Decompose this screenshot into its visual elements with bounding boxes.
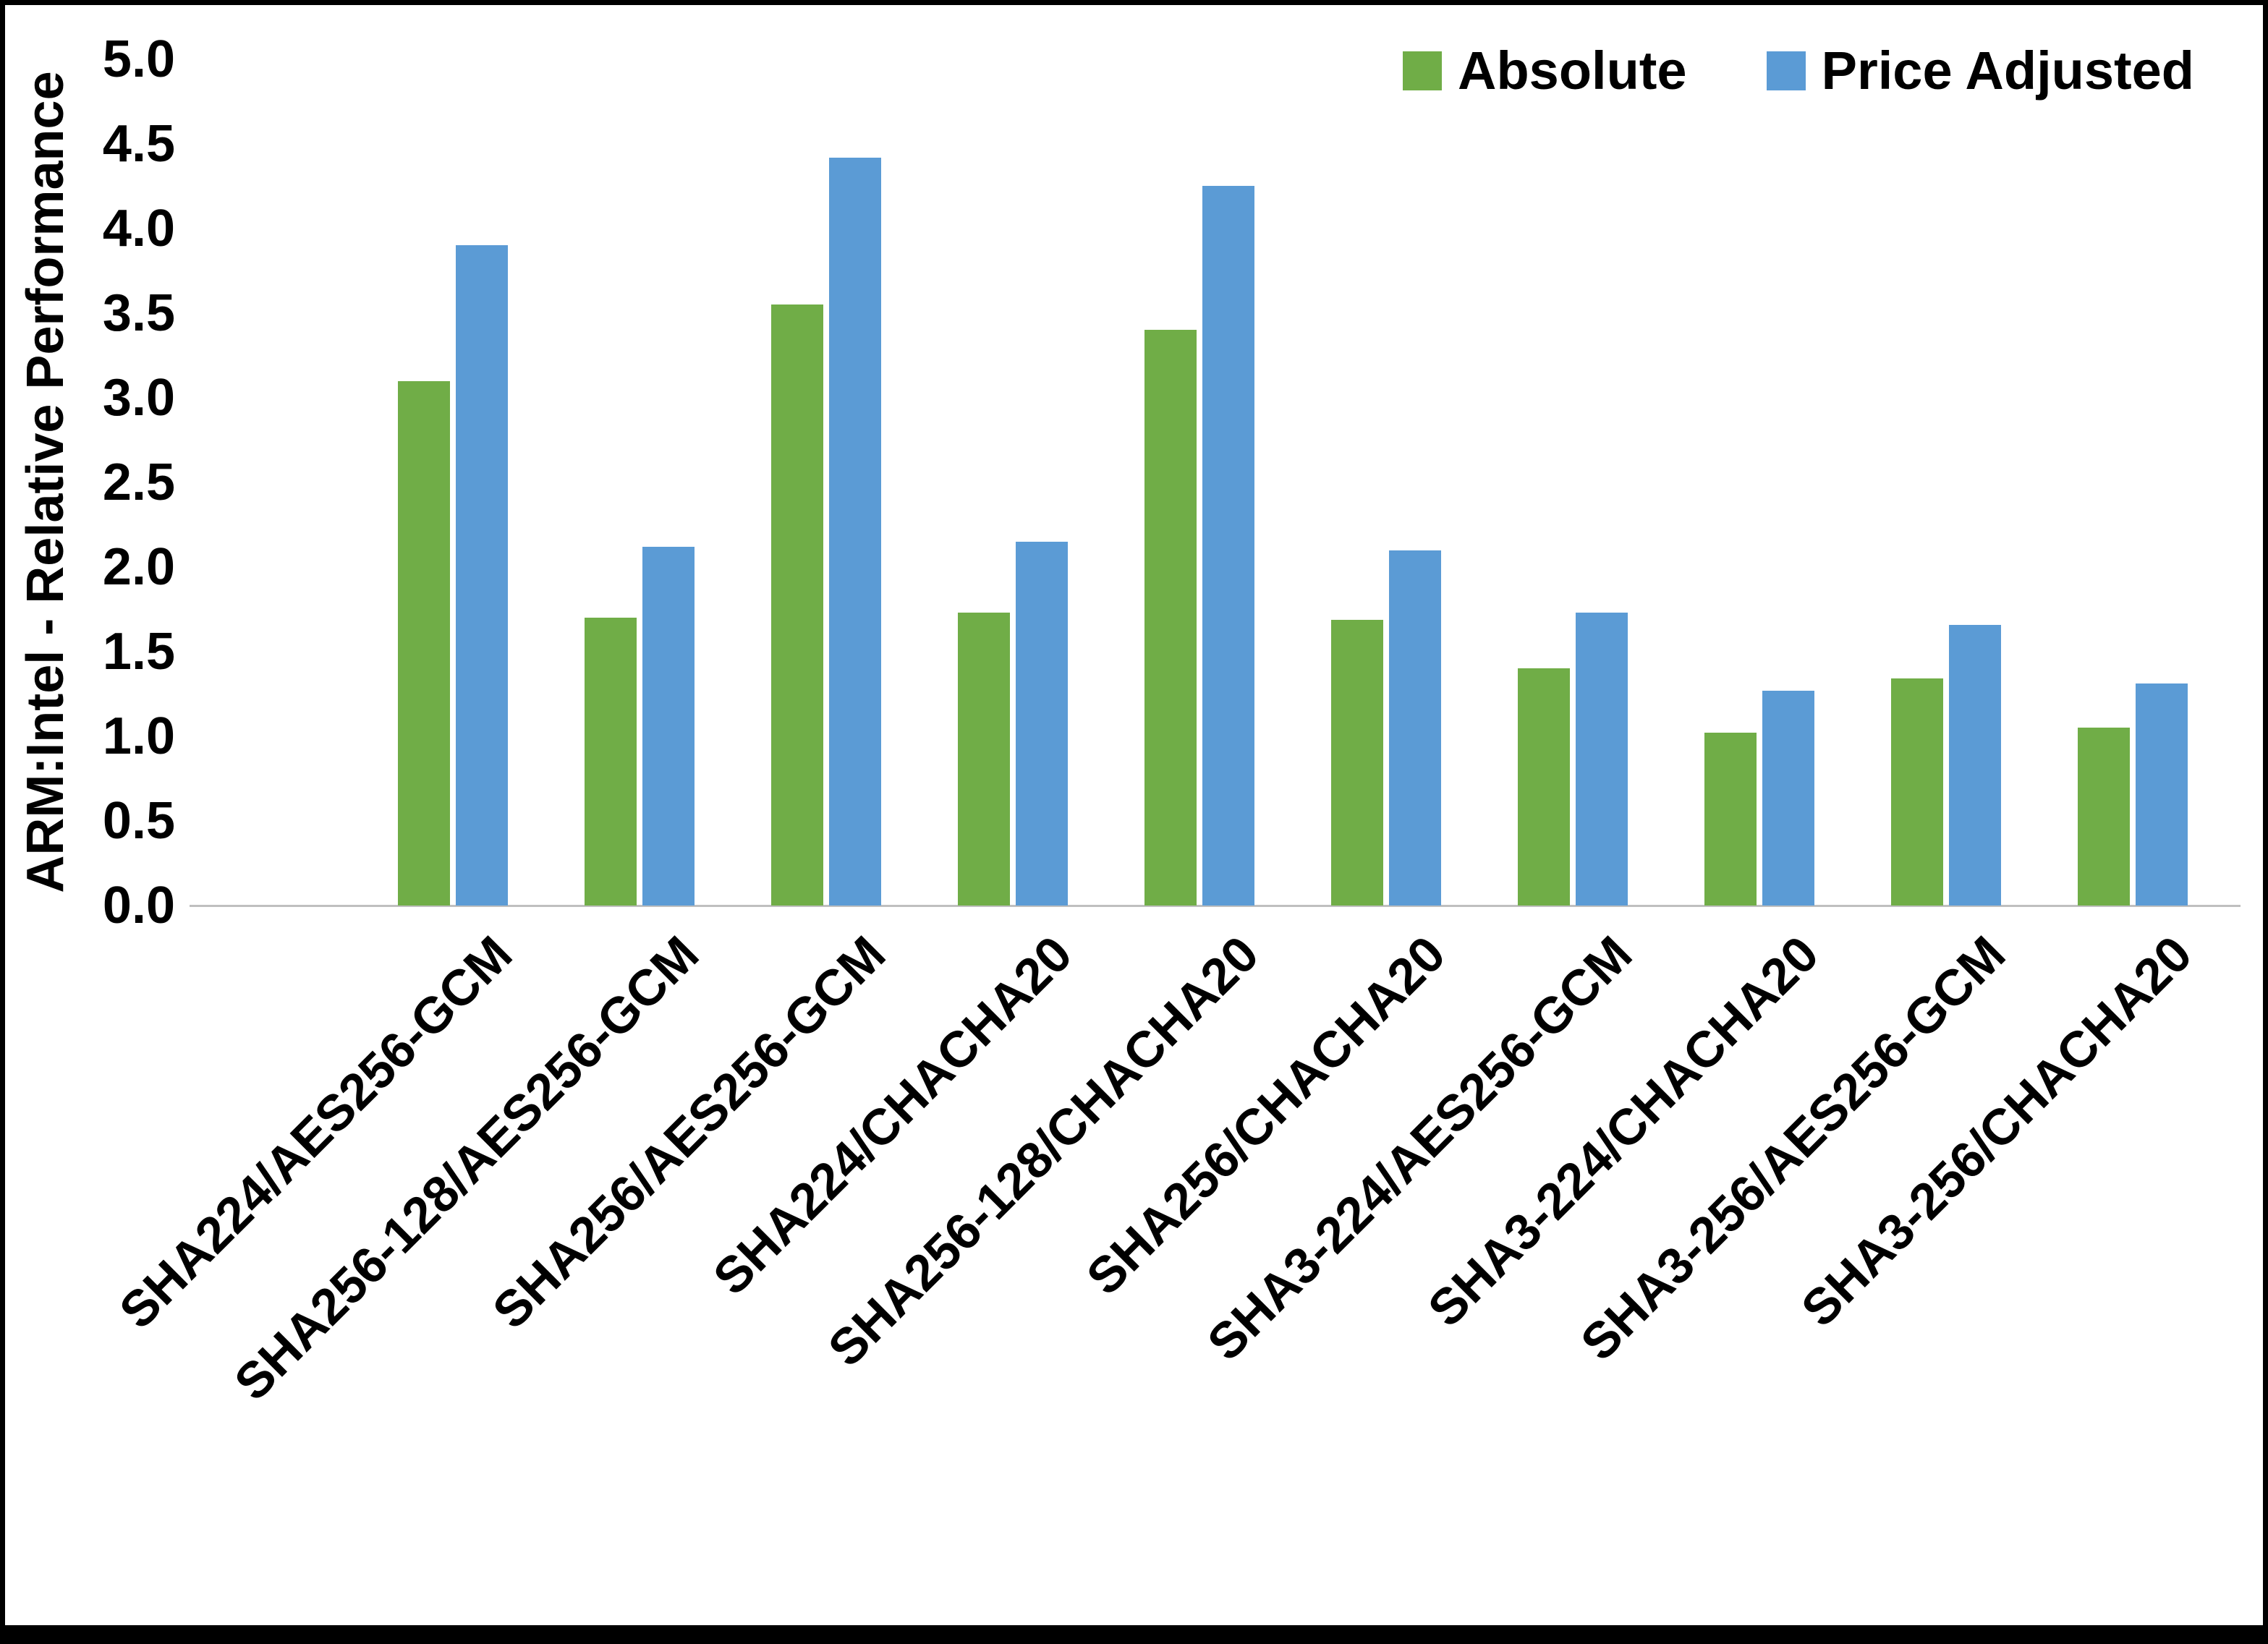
y-tick-label: 3.0 [102,369,175,427]
category-label: SHA224/CHACHA20 [702,925,1083,1306]
y-tick-label: 5.0 [102,30,175,88]
y-tick-label: 0.0 [102,877,175,934]
category-label: SHA224/AES256-GCM [109,925,523,1340]
bar-price-adjusted-8 [1949,625,2001,906]
bar-price-adjusted-1 [642,547,695,906]
category-label: SHA3-224/CHACHA20 [1417,925,1830,1337]
legend-swatch-absolute [1403,51,1443,90]
y-tick-label: 4.0 [102,200,175,257]
bar-absolute-6 [1518,668,1570,906]
bar-price-adjusted-2 [829,158,881,906]
bar-price-adjusted-3 [1016,542,1068,906]
bar-absolute-0 [398,381,450,906]
legend: Absolute Price Adjusted [1403,40,2194,101]
y-tick-label: 0.5 [102,792,175,850]
plot-area: 0.0 0.5 1.0 1.5 2.0 2.5 3.0 3.5 4.0 4.5 5.0 SHA224/… [5,5,2263,1625]
legend-item-price-adjusted: Price Adjusted [1766,40,2194,101]
legend-swatch-price-adjusted [1766,51,1806,90]
bar-absolute-3 [958,613,1010,906]
y-tick-label: 4.5 [102,115,175,173]
bar-price-adjusted-7 [1762,691,1814,906]
legend-item-absolute: Absolute [1403,40,1687,101]
bar-absolute-7 [1704,733,1757,906]
legend-label-absolute: Absolute [1458,41,1687,101]
y-tick-label: 2.5 [102,453,175,511]
category-label: SHA3-256/CHACHA20 [1790,925,2203,1337]
legend-label-price-adjusted: Price Adjusted [1821,41,2194,101]
y-tick-label: 1.0 [102,707,175,765]
bar-price-adjusted-5 [1389,550,1441,906]
y-tick-label: 1.5 [102,623,175,681]
bar-price-adjusted-4 [1202,186,1254,906]
bar-price-adjusted-9 [2136,683,2188,906]
y-tick-label: 3.5 [102,284,175,342]
bar-absolute-8 [1891,678,1943,906]
y-tick-label: 2.0 [102,538,175,596]
x-axis-line [190,905,2241,907]
category-label: SHA256/AES256-GCM [482,925,896,1340]
bar-absolute-2 [771,304,823,906]
category-label: SHA256/CHACHA20 [1075,925,1456,1306]
bar-absolute-4 [1144,330,1197,906]
bar-absolute-5 [1331,620,1383,906]
bar-absolute-1 [585,618,637,906]
bar-price-adjusted-0 [456,245,508,906]
bar-absolute-9 [2078,728,2130,906]
bar-price-adjusted-6 [1576,613,1628,906]
